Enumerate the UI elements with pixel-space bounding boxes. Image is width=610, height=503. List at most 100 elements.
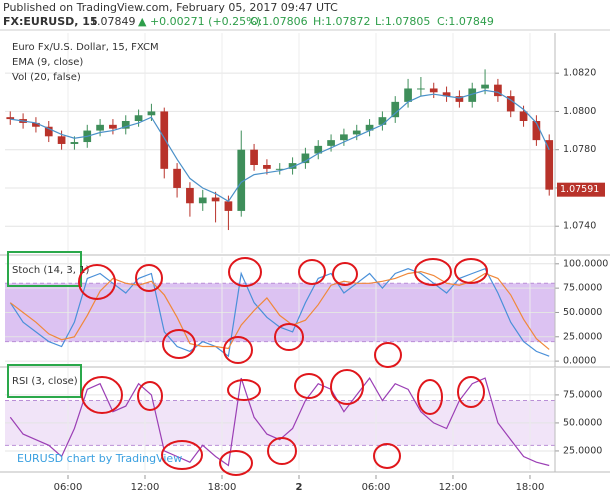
x-tick-label: 18:00 — [516, 482, 545, 493]
candle-body — [404, 88, 412, 102]
y-tick-label: 75.0000 — [563, 389, 602, 400]
candle-body — [494, 84, 502, 97]
last-price-box — [557, 182, 605, 197]
candle-body — [378, 117, 387, 125]
circle — [78, 264, 116, 300]
rsi-title: RSI (3, close) — [12, 376, 78, 387]
candle-body — [32, 122, 40, 127]
y-tick-label: 25.0000 — [563, 445, 602, 456]
candle-body — [224, 201, 233, 211]
circle — [228, 257, 262, 287]
main-title: Euro Fx/U.S. Dollar, 15, FXCM — [12, 42, 159, 53]
candle-body — [198, 197, 207, 204]
highlight-box — [7, 251, 82, 287]
candle-body — [442, 92, 451, 97]
candle-body — [250, 149, 258, 165]
candle-body — [275, 168, 284, 170]
candle-body — [147, 111, 156, 116]
candle-body — [160, 111, 169, 169]
y-tick-label: 1.0780 — [563, 144, 596, 155]
y-tick-label: 50.0000 — [563, 307, 602, 318]
candle-body — [506, 96, 515, 112]
close: C:1.07849 — [437, 15, 494, 28]
watermark: EURUSD chart by TradingView — [17, 452, 182, 465]
candle-body — [519, 111, 528, 121]
open: O:1.07806 — [250, 15, 308, 28]
candle-body — [352, 130, 361, 135]
candle-body — [237, 149, 246, 211]
x-tick-label: 2 — [296, 482, 303, 493]
candle-body — [365, 124, 374, 131]
candle-body — [417, 88, 425, 90]
plots: 1.07401.07601.07801.08001.08201.075910.0… — [0, 33, 610, 493]
candle-body — [314, 145, 323, 154]
candle-body — [429, 88, 438, 93]
last-price: 1.07849 — [90, 15, 136, 28]
x-tick-label: 12:00 — [439, 482, 468, 493]
volume-label: Vol (20, false) — [12, 72, 81, 83]
circle — [135, 264, 163, 292]
y-tick-label: 50.0000 — [563, 417, 602, 428]
series-line — [10, 89, 550, 203]
y-tick-label: 75.0000 — [563, 283, 602, 294]
candle-body — [44, 126, 53, 137]
circle — [294, 373, 324, 399]
circle — [223, 336, 253, 364]
y-tick-label: 25.0000 — [563, 331, 602, 342]
series-line — [9, 270, 550, 350]
published-line: Published on TradingView.com, February 0… — [3, 1, 338, 14]
circle — [267, 437, 297, 465]
candle-body — [211, 197, 220, 202]
candle-body — [263, 165, 271, 169]
x-tick-label: 12:00 — [131, 482, 160, 493]
y-tick-label: 1.0740 — [563, 221, 596, 232]
circle — [374, 342, 402, 368]
candle-body — [96, 124, 104, 131]
circle — [454, 258, 488, 284]
candle-body — [545, 140, 554, 190]
candle-body — [134, 115, 143, 121]
candle-body — [481, 84, 489, 89]
candle-body — [288, 163, 297, 169]
high: H:1.07872 — [313, 15, 370, 28]
x-tick-label: 06:00 — [54, 482, 83, 493]
candle-body — [186, 187, 194, 204]
stoch-title: Stoch (14, 3, 1) — [12, 265, 89, 276]
circle — [137, 381, 163, 411]
candle-body — [391, 101, 400, 118]
circle — [414, 258, 452, 286]
circle — [373, 443, 401, 469]
circle — [227, 379, 261, 401]
x-tick-label: 06:00 — [362, 482, 391, 493]
circle — [219, 450, 253, 476]
candle-body — [340, 134, 348, 141]
circle — [162, 329, 196, 359]
candle-body — [468, 88, 477, 102]
candle-body — [121, 121, 130, 129]
circle — [457, 376, 485, 408]
candle-body — [57, 136, 66, 144]
circle — [81, 376, 123, 414]
highlight-box — [7, 364, 82, 398]
low: L:1.07805 — [375, 15, 430, 28]
circle — [298, 259, 326, 285]
circle — [274, 323, 304, 351]
candle-body — [70, 142, 79, 144]
candle-body — [173, 168, 181, 188]
candle-body — [455, 96, 464, 102]
ema-label: EMA (9, close) — [12, 57, 83, 68]
circle — [417, 379, 443, 415]
y-tick-label: 0.0000 — [563, 356, 596, 367]
y-tick-label: 100.0000 — [563, 258, 608, 269]
annotations — [78, 257, 488, 476]
candle-body — [109, 124, 117, 129]
change: ▲ +0.00271 (+0.25%) — [138, 15, 261, 28]
circle — [332, 262, 358, 286]
y-tick-label: 1.0820 — [563, 68, 596, 79]
circle — [161, 440, 203, 470]
candle-body — [301, 153, 310, 164]
candle-body — [532, 121, 541, 141]
y-tick-label: 1.0800 — [563, 106, 596, 117]
x-tick-label: 18:00 — [208, 482, 237, 493]
symbol: FX:EURUSD, 15 — [3, 15, 98, 28]
